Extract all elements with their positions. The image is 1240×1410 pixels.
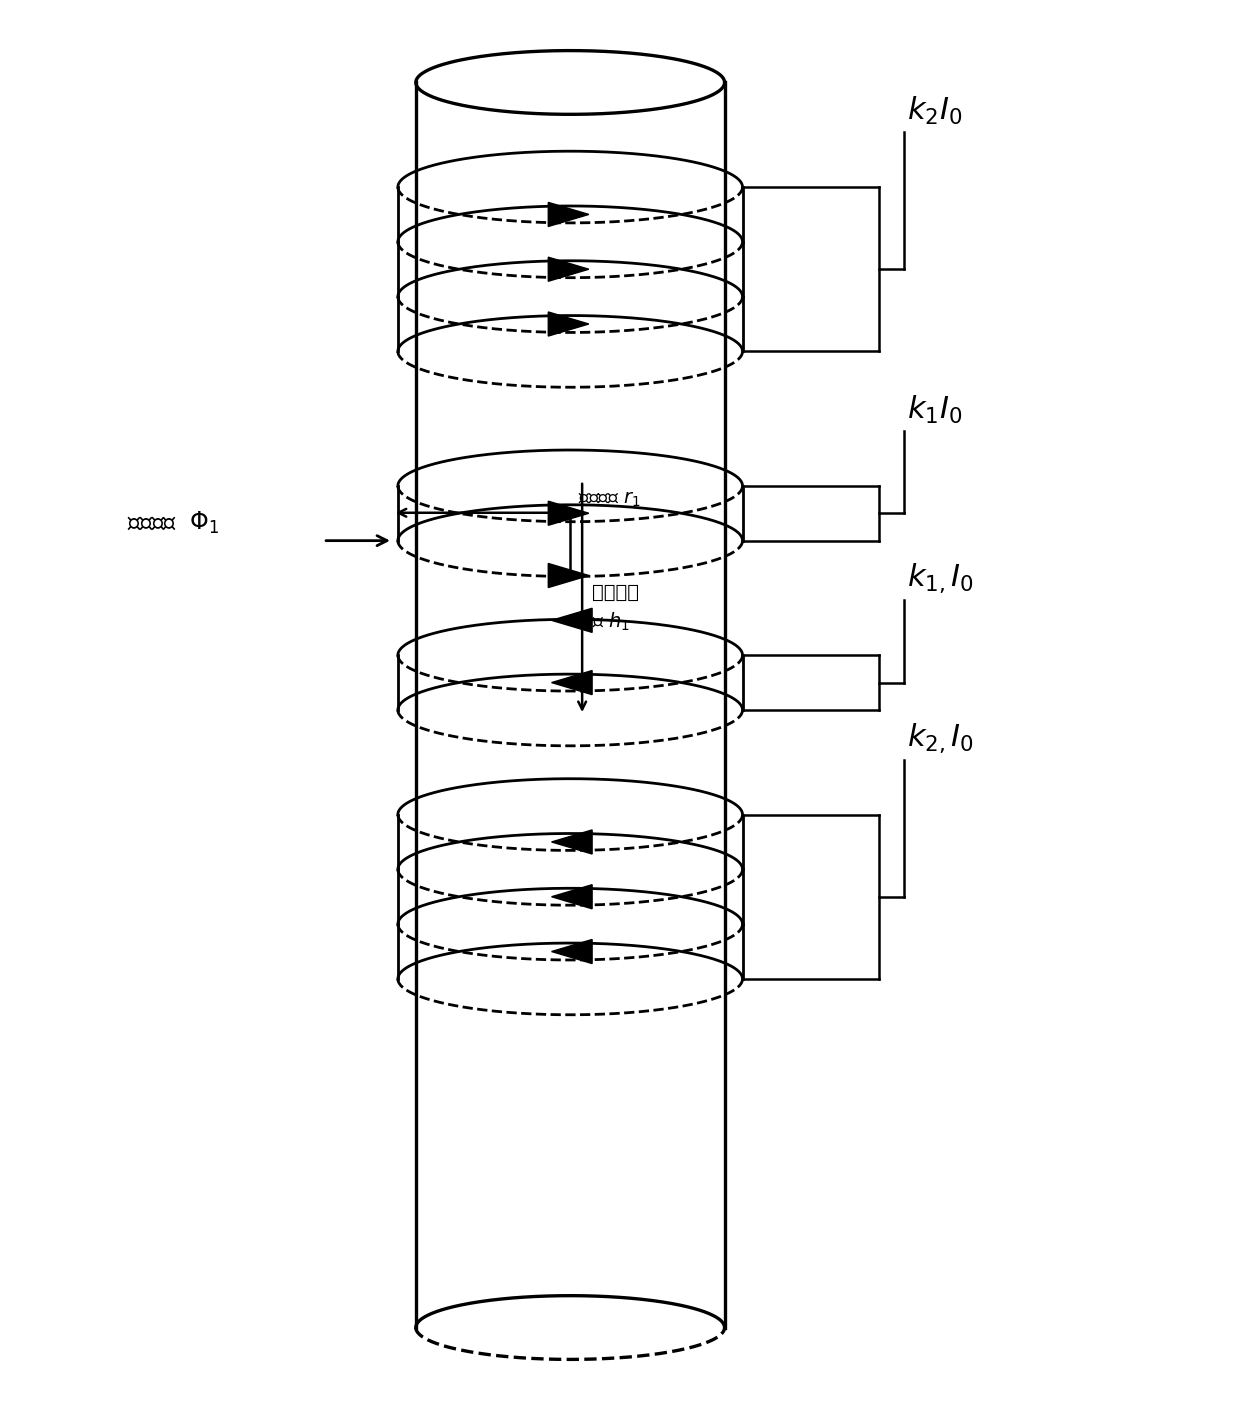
Polygon shape <box>548 312 589 336</box>
Text: $k_{1,}I_0$: $k_{1,}I_0$ <box>906 563 973 595</box>
Text: $k_2I_0$: $k_2I_0$ <box>906 96 962 127</box>
Text: 线圈匝数  $\Phi_1$: 线圈匝数 $\Phi_1$ <box>126 509 219 536</box>
Polygon shape <box>552 884 593 909</box>
Polygon shape <box>552 608 593 633</box>
Polygon shape <box>548 564 589 588</box>
Text: $k_1I_0$: $k_1I_0$ <box>906 393 962 426</box>
Polygon shape <box>548 203 589 227</box>
Polygon shape <box>552 939 593 963</box>
Text: $k_{2,}I_0$: $k_{2,}I_0$ <box>906 722 973 754</box>
Text: 线圈半径 $r_1$: 线圈半径 $r_1$ <box>578 489 641 509</box>
Polygon shape <box>548 501 589 526</box>
Polygon shape <box>552 830 593 854</box>
Text: 中心点距
离 $h_1$: 中心点距 离 $h_1$ <box>593 582 639 633</box>
Polygon shape <box>552 671 593 695</box>
Polygon shape <box>548 257 589 281</box>
